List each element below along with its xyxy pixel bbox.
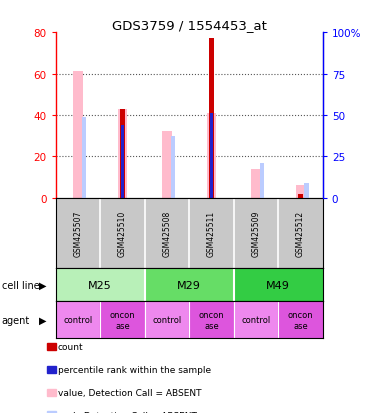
- Text: rank, Detection Call = ABSENT: rank, Detection Call = ABSENT: [58, 411, 196, 413]
- Bar: [251, 169, 261, 198]
- Text: M25: M25: [88, 280, 112, 290]
- Bar: [162, 132, 172, 198]
- Bar: [278, 301, 323, 339]
- Text: control: control: [242, 316, 270, 325]
- Text: control: control: [152, 316, 181, 325]
- Bar: [82, 118, 86, 198]
- Text: ▶: ▶: [39, 280, 46, 290]
- Bar: [171, 136, 175, 198]
- Bar: [145, 301, 189, 339]
- Bar: [121, 126, 124, 198]
- Text: oncon
ase: oncon ase: [288, 311, 313, 330]
- Text: GSM425508: GSM425508: [162, 210, 171, 256]
- Text: GSM425507: GSM425507: [73, 210, 82, 256]
- Bar: [207, 114, 216, 198]
- Bar: [209, 39, 214, 198]
- Bar: [234, 301, 278, 339]
- Text: value, Detection Call = ABSENT: value, Detection Call = ABSENT: [58, 388, 201, 397]
- Bar: [296, 186, 305, 198]
- Text: GSM425509: GSM425509: [252, 210, 260, 256]
- Bar: [145, 268, 234, 301]
- Text: agent: agent: [2, 315, 30, 325]
- Bar: [210, 114, 213, 198]
- Text: M29: M29: [177, 280, 201, 290]
- Bar: [56, 268, 145, 301]
- Bar: [73, 72, 83, 198]
- Text: GSM425512: GSM425512: [296, 210, 305, 256]
- Bar: [260, 163, 264, 198]
- Bar: [304, 184, 309, 198]
- Bar: [298, 194, 303, 198]
- Text: ▶: ▶: [39, 315, 46, 325]
- Text: oncon
ase: oncon ase: [198, 311, 224, 330]
- Title: GDS3759 / 1554453_at: GDS3759 / 1554453_at: [112, 19, 267, 32]
- Bar: [234, 268, 323, 301]
- Text: GSM425510: GSM425510: [118, 210, 127, 256]
- Text: M49: M49: [266, 280, 290, 290]
- Text: count: count: [58, 342, 83, 351]
- Bar: [120, 109, 125, 198]
- Bar: [189, 301, 234, 339]
- Bar: [56, 301, 100, 339]
- Text: cell line: cell line: [2, 280, 40, 290]
- Text: control: control: [63, 316, 92, 325]
- Text: GSM425511: GSM425511: [207, 210, 216, 256]
- Bar: [118, 109, 127, 198]
- Text: percentile rank within the sample: percentile rank within the sample: [58, 365, 211, 374]
- Text: oncon
ase: oncon ase: [109, 311, 135, 330]
- Bar: [100, 301, 145, 339]
